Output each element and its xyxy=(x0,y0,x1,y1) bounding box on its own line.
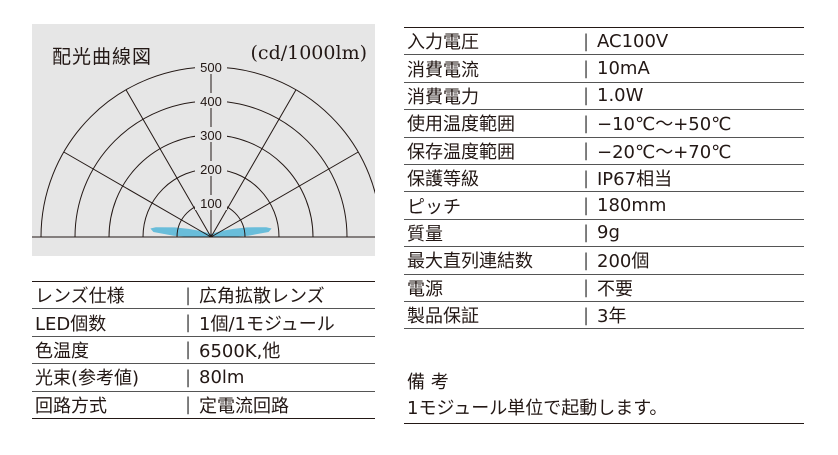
spec-key: 色温度 xyxy=(32,336,179,365)
remarks-label: 備 考 xyxy=(407,372,449,393)
ring-label: 500 xyxy=(200,60,222,75)
spec-separator: | xyxy=(179,363,197,392)
ring-label-bg xyxy=(195,127,227,142)
spec-key: 保存温度範囲 xyxy=(404,137,577,165)
remarks-section: 備 考 1モジュール単位で起動します。 xyxy=(404,370,804,424)
spec-separator: | xyxy=(577,191,595,220)
spec-key: 電源 xyxy=(404,274,577,302)
ring-label-bg xyxy=(195,161,227,176)
polar-ring xyxy=(40,66,375,238)
table-row: 電源 | 不要 xyxy=(404,274,804,302)
spec-value: 定電流回路 xyxy=(197,391,375,419)
table-row: 消費電流 | 10mA xyxy=(404,54,804,83)
ring-label: 200 xyxy=(200,162,222,177)
spec-value: 1.0W xyxy=(595,82,804,111)
spec-key: 入力電圧 xyxy=(404,27,577,56)
spec-separator: | xyxy=(577,246,595,275)
table-row: 最大直列連結数 | 200個 xyxy=(404,246,804,275)
table-row: 質量 | 9g xyxy=(404,219,804,248)
light-distribution-chart: 100 200 300 400 500 xyxy=(32,59,375,238)
chart-unit: (cd/1000lm) xyxy=(250,42,367,64)
spec-value: 広角拡散レンズ xyxy=(197,281,375,310)
table-row: 製品保証 | 3年 xyxy=(404,301,804,330)
spec-value: −20℃〜+70℃ xyxy=(595,137,804,165)
spec-separator: | xyxy=(577,274,595,302)
spec-separator: | xyxy=(179,336,197,365)
ring-label: 300 xyxy=(200,128,222,143)
ring-label-bg xyxy=(195,195,227,210)
spec-separator: | xyxy=(577,164,595,193)
table-row: LED個数 | 1個/1モジュール xyxy=(32,308,375,337)
table-row: ピッチ | 180mm xyxy=(404,191,804,220)
spec-key: 製品保証 xyxy=(404,301,577,330)
spec-separator: | xyxy=(577,137,595,165)
spec-key: 回路方式 xyxy=(32,391,179,419)
table-row: レンズ仕様 | 広角拡散レンズ xyxy=(32,281,375,310)
ring-label-bg xyxy=(195,59,227,74)
spec-separator: | xyxy=(179,281,197,310)
spec-separator: | xyxy=(577,301,595,330)
table-row: 保護等級 | IP67相当 xyxy=(404,164,804,193)
spec-key: 保護等級 xyxy=(404,164,577,193)
spec-separator: | xyxy=(577,82,595,111)
remarks-text: 1モジュール単位で起動します。 xyxy=(404,396,804,424)
spec-value: AC100V xyxy=(595,27,804,56)
spec-key: 使用温度範囲 xyxy=(404,109,577,138)
spec-value: 200個 xyxy=(595,246,804,275)
table-row: 使用温度範囲 | −10℃〜+50℃ xyxy=(404,109,804,138)
spec-value: 不要 xyxy=(595,274,804,302)
spec-key: 最大直列連結数 xyxy=(404,246,577,275)
spec-value: 1個/1モジュール xyxy=(197,308,375,337)
spec-separator: | xyxy=(577,219,595,248)
table-row: 回路方式 | 定電流回路 xyxy=(32,391,375,419)
table-row: 入力電圧 | AC100V xyxy=(404,27,804,56)
table-row: 色温度 | 6500K,他 xyxy=(32,336,375,365)
ring-label: 100 xyxy=(200,196,222,211)
ring-label: 400 xyxy=(200,94,222,109)
polar-spoke xyxy=(125,89,212,238)
spec-key: 消費電流 xyxy=(404,54,577,83)
table-row: 保存温度範囲 | −20℃〜+70℃ xyxy=(404,137,804,165)
spec-value: 180mm xyxy=(595,191,804,220)
spec-key: ピッチ xyxy=(404,191,577,220)
distribution-curve xyxy=(150,227,272,237)
spec-key: LED個数 xyxy=(32,308,179,337)
spec-value: IP67相当 xyxy=(595,164,804,193)
spec-separator: | xyxy=(179,308,197,337)
table-row: 消費電力 | 1.0W xyxy=(404,82,804,111)
spec-key: 消費電力 xyxy=(404,82,577,111)
spec-key: 光束(参考値) xyxy=(32,363,179,392)
spec-value: 80lm xyxy=(197,363,375,392)
spec-separator: | xyxy=(577,54,595,83)
chart-title: 配光曲線図 xyxy=(52,46,153,68)
spec-separator: | xyxy=(179,391,197,419)
spec-value: −10℃〜+50℃ xyxy=(595,109,804,138)
light-distribution-panel: 100 200 300 400 500 配光曲線図 (cd/1000lm) xyxy=(32,24,375,256)
polar-spoke xyxy=(210,151,359,238)
ring-label-bg xyxy=(195,93,227,108)
polar-spoke xyxy=(210,89,297,238)
spec-value: 10mA xyxy=(595,54,804,83)
spec-separator: | xyxy=(577,109,595,138)
spec-value: 3年 xyxy=(595,301,804,330)
polar-spoke xyxy=(63,151,212,238)
table-row: 光束(参考値) | 80lm xyxy=(32,363,375,392)
electrical-spec-table: 入力電圧 | AC100V 消費電流 | 10mA 消費電力 | 1.0W 使用… xyxy=(404,27,804,330)
spec-value: 6500K,他 xyxy=(197,336,375,365)
spec-separator: | xyxy=(577,27,595,56)
spec-key: レンズ仕様 xyxy=(32,281,179,310)
lens-spec-table: レンズ仕様 | 広角拡散レンズ LED個数 | 1個/1モジュール 色温度 | … xyxy=(32,281,375,419)
spec-value: 9g xyxy=(595,219,804,248)
spec-key: 質量 xyxy=(404,219,577,248)
